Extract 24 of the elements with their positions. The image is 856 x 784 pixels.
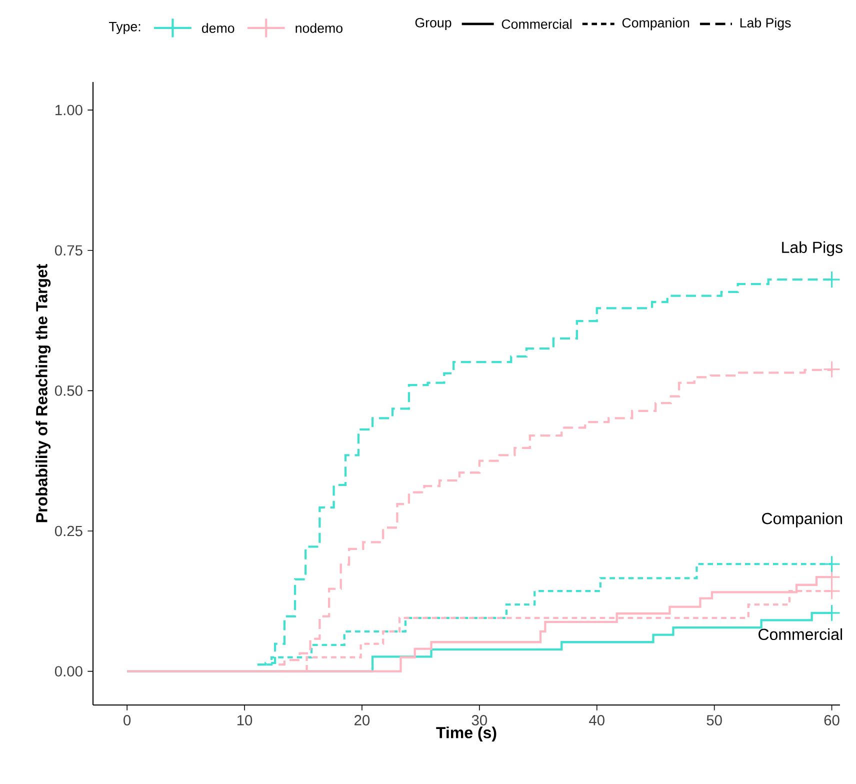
x-tick-label: 20	[354, 715, 370, 726]
legend-label: nodemo	[296, 23, 342, 33]
x-tick-label: 0	[124, 715, 131, 726]
annotation: Companion	[762, 512, 842, 528]
annotation: Lab Pigs	[782, 241, 842, 256]
legend-label: demo	[202, 23, 234, 33]
y-axis-title: Probability of Reaching the Target	[36, 264, 51, 522]
y-tick-label: 0.50	[54, 386, 82, 396]
x-tick-label: 30	[472, 715, 487, 726]
text: Companion	[622, 18, 690, 30]
y-tick-label: 0.25	[54, 526, 82, 536]
x-tick-label: 60	[824, 715, 840, 726]
x-tick-label: 40	[589, 715, 604, 726]
y-tick-label: 0.00	[54, 666, 82, 677]
x-tick-label: 10	[237, 715, 252, 726]
annotation: Commercial	[758, 628, 842, 640]
y-tick-label: 0.75	[54, 245, 82, 256]
text: Group	[415, 18, 452, 30]
y-tick-label: 1.00	[56, 104, 82, 116]
x-axis-title: Time (s)	[436, 726, 496, 742]
text: Commercial	[502, 19, 572, 29]
x-tick-label: 50	[706, 715, 722, 726]
legend-title: Type:	[109, 22, 140, 34]
text: Lab Pigs	[740, 18, 791, 30]
